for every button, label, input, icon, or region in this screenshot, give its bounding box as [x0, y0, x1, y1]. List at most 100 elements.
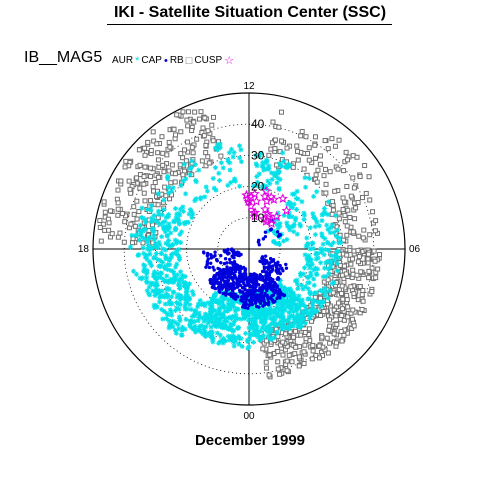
point-aur-100: [220, 165, 226, 171]
point-rb-17: [205, 154, 211, 160]
point-rb-358: [340, 207, 346, 213]
point-rb-520: [263, 359, 269, 365]
point-aur-141-stroke-3: [160, 260, 165, 265]
point-aur-207: [163, 247, 169, 253]
point-aur-442: [195, 301, 201, 307]
point-rb-354: [353, 205, 359, 211]
point-aur-178-stroke-3: [137, 237, 142, 243]
point-rb-319: [342, 219, 348, 225]
point-aur-50-stroke-3: [263, 166, 269, 172]
title-underline: [107, 24, 392, 25]
point-rb-212: [106, 220, 112, 226]
point-aur-460: [172, 319, 178, 325]
point-rb-424: [264, 365, 270, 371]
point-aur-210-stroke-3: [163, 215, 169, 220]
point-rb-284: [357, 174, 363, 180]
point-aur-810: [260, 333, 266, 339]
point-rb-629: [345, 314, 351, 320]
point-aur-274-stroke-3: [136, 228, 142, 233]
point-aur-112: [203, 184, 209, 190]
point-aur-267: [161, 225, 167, 231]
point-aur-52: [255, 183, 261, 189]
point-aur-70: [227, 167, 233, 173]
point-aur-229: [175, 217, 181, 223]
point-rb-67: [185, 139, 191, 145]
point-rb-316: [360, 195, 366, 201]
point-aur-28: [258, 150, 264, 156]
point-rb-21: [131, 211, 137, 217]
point-rb-646: [339, 338, 345, 344]
point-rb-217: [203, 142, 209, 148]
point-aur-68-stroke-3: [161, 197, 167, 203]
point-aur-131: [180, 208, 186, 214]
point-rb-155: [134, 198, 140, 204]
point-rb-187: [191, 119, 197, 125]
point-rb-184: [115, 206, 121, 212]
point-rb-425: [301, 361, 307, 367]
point-rb-265: [306, 145, 312, 151]
point-aur-719: [197, 313, 203, 319]
point-aur-278-stroke-3: [147, 247, 152, 252]
point-rb-90: [185, 109, 191, 115]
point-aur-661: [217, 339, 223, 345]
point-aur-273-stroke-3: [145, 237, 150, 242]
point-aur-673: [210, 339, 216, 345]
point-aur-714: [197, 329, 203, 335]
point-rb-228: [201, 133, 207, 139]
point-aur-91-stroke-3: [219, 160, 224, 165]
point-aur-55-stroke-3: [189, 158, 195, 164]
point-rb-68: [102, 227, 108, 233]
point-rb-204: [134, 216, 140, 222]
point-aur-14-stroke-3: [280, 150, 285, 156]
point-aur-54-stroke-3: [277, 161, 282, 166]
points-layer: [97, 109, 383, 380]
point-aur-62-stroke-3: [188, 172, 193, 177]
point-rb-225: [106, 227, 112, 233]
point-aur-253-stroke-3: [159, 234, 164, 239]
point-rb-580: [298, 332, 304, 338]
point-aur-707: [216, 321, 222, 327]
point-aur-277: [138, 214, 144, 220]
point-aur-279: [137, 222, 143, 228]
point-aur-417: [179, 327, 185, 333]
point-rb-244: [315, 167, 321, 173]
point-rb-644: [296, 354, 302, 360]
point-rb-649: [343, 271, 349, 277]
point-rb-152: [180, 172, 186, 178]
point-aur-642: [246, 344, 252, 350]
point-rb-219: [107, 208, 113, 214]
point-aur-68: [161, 197, 167, 203]
point-rb-305: [332, 188, 338, 194]
point-rb-64: [142, 164, 148, 170]
point-rb-118: [109, 231, 115, 237]
point-rb-312: [344, 232, 350, 238]
point-rb-206: [98, 238, 104, 244]
point-aur-11-stroke-3: [267, 181, 273, 186]
point-rb-274: [284, 145, 290, 151]
point-rb-596: [350, 267, 356, 273]
point-aur-118-stroke-3: [213, 165, 218, 170]
point-aur-462: [186, 296, 192, 302]
point-rb-196: [174, 112, 180, 118]
point-aur-117: [172, 206, 178, 212]
point-rb-703: [337, 262, 343, 268]
point-aur-175-stroke-3: [157, 222, 162, 227]
point-aur-62: [187, 172, 193, 178]
point-rb-144: [189, 128, 195, 134]
point-aur-78: [193, 179, 199, 185]
legend-marker-cap: •: [163, 54, 168, 67]
point-aur-271-stroke-3: [141, 251, 146, 256]
point-aur-625: [241, 315, 247, 321]
point-rb-723: [318, 313, 324, 319]
point-aur-94-stroke-3: [216, 171, 221, 176]
point-rb-329: [336, 216, 342, 222]
point-rb-540: [336, 300, 342, 306]
point-aur-319-stroke-3: [187, 302, 192, 307]
point-rb-555: [327, 340, 333, 346]
point-rb-223: [164, 152, 170, 158]
point-rb-5: [194, 136, 200, 142]
point-rb-247: [323, 190, 329, 196]
point-aur-133-stroke-3: [228, 180, 233, 185]
point-rb-638: [267, 352, 273, 358]
point-aur-117-stroke-3: [173, 206, 178, 211]
